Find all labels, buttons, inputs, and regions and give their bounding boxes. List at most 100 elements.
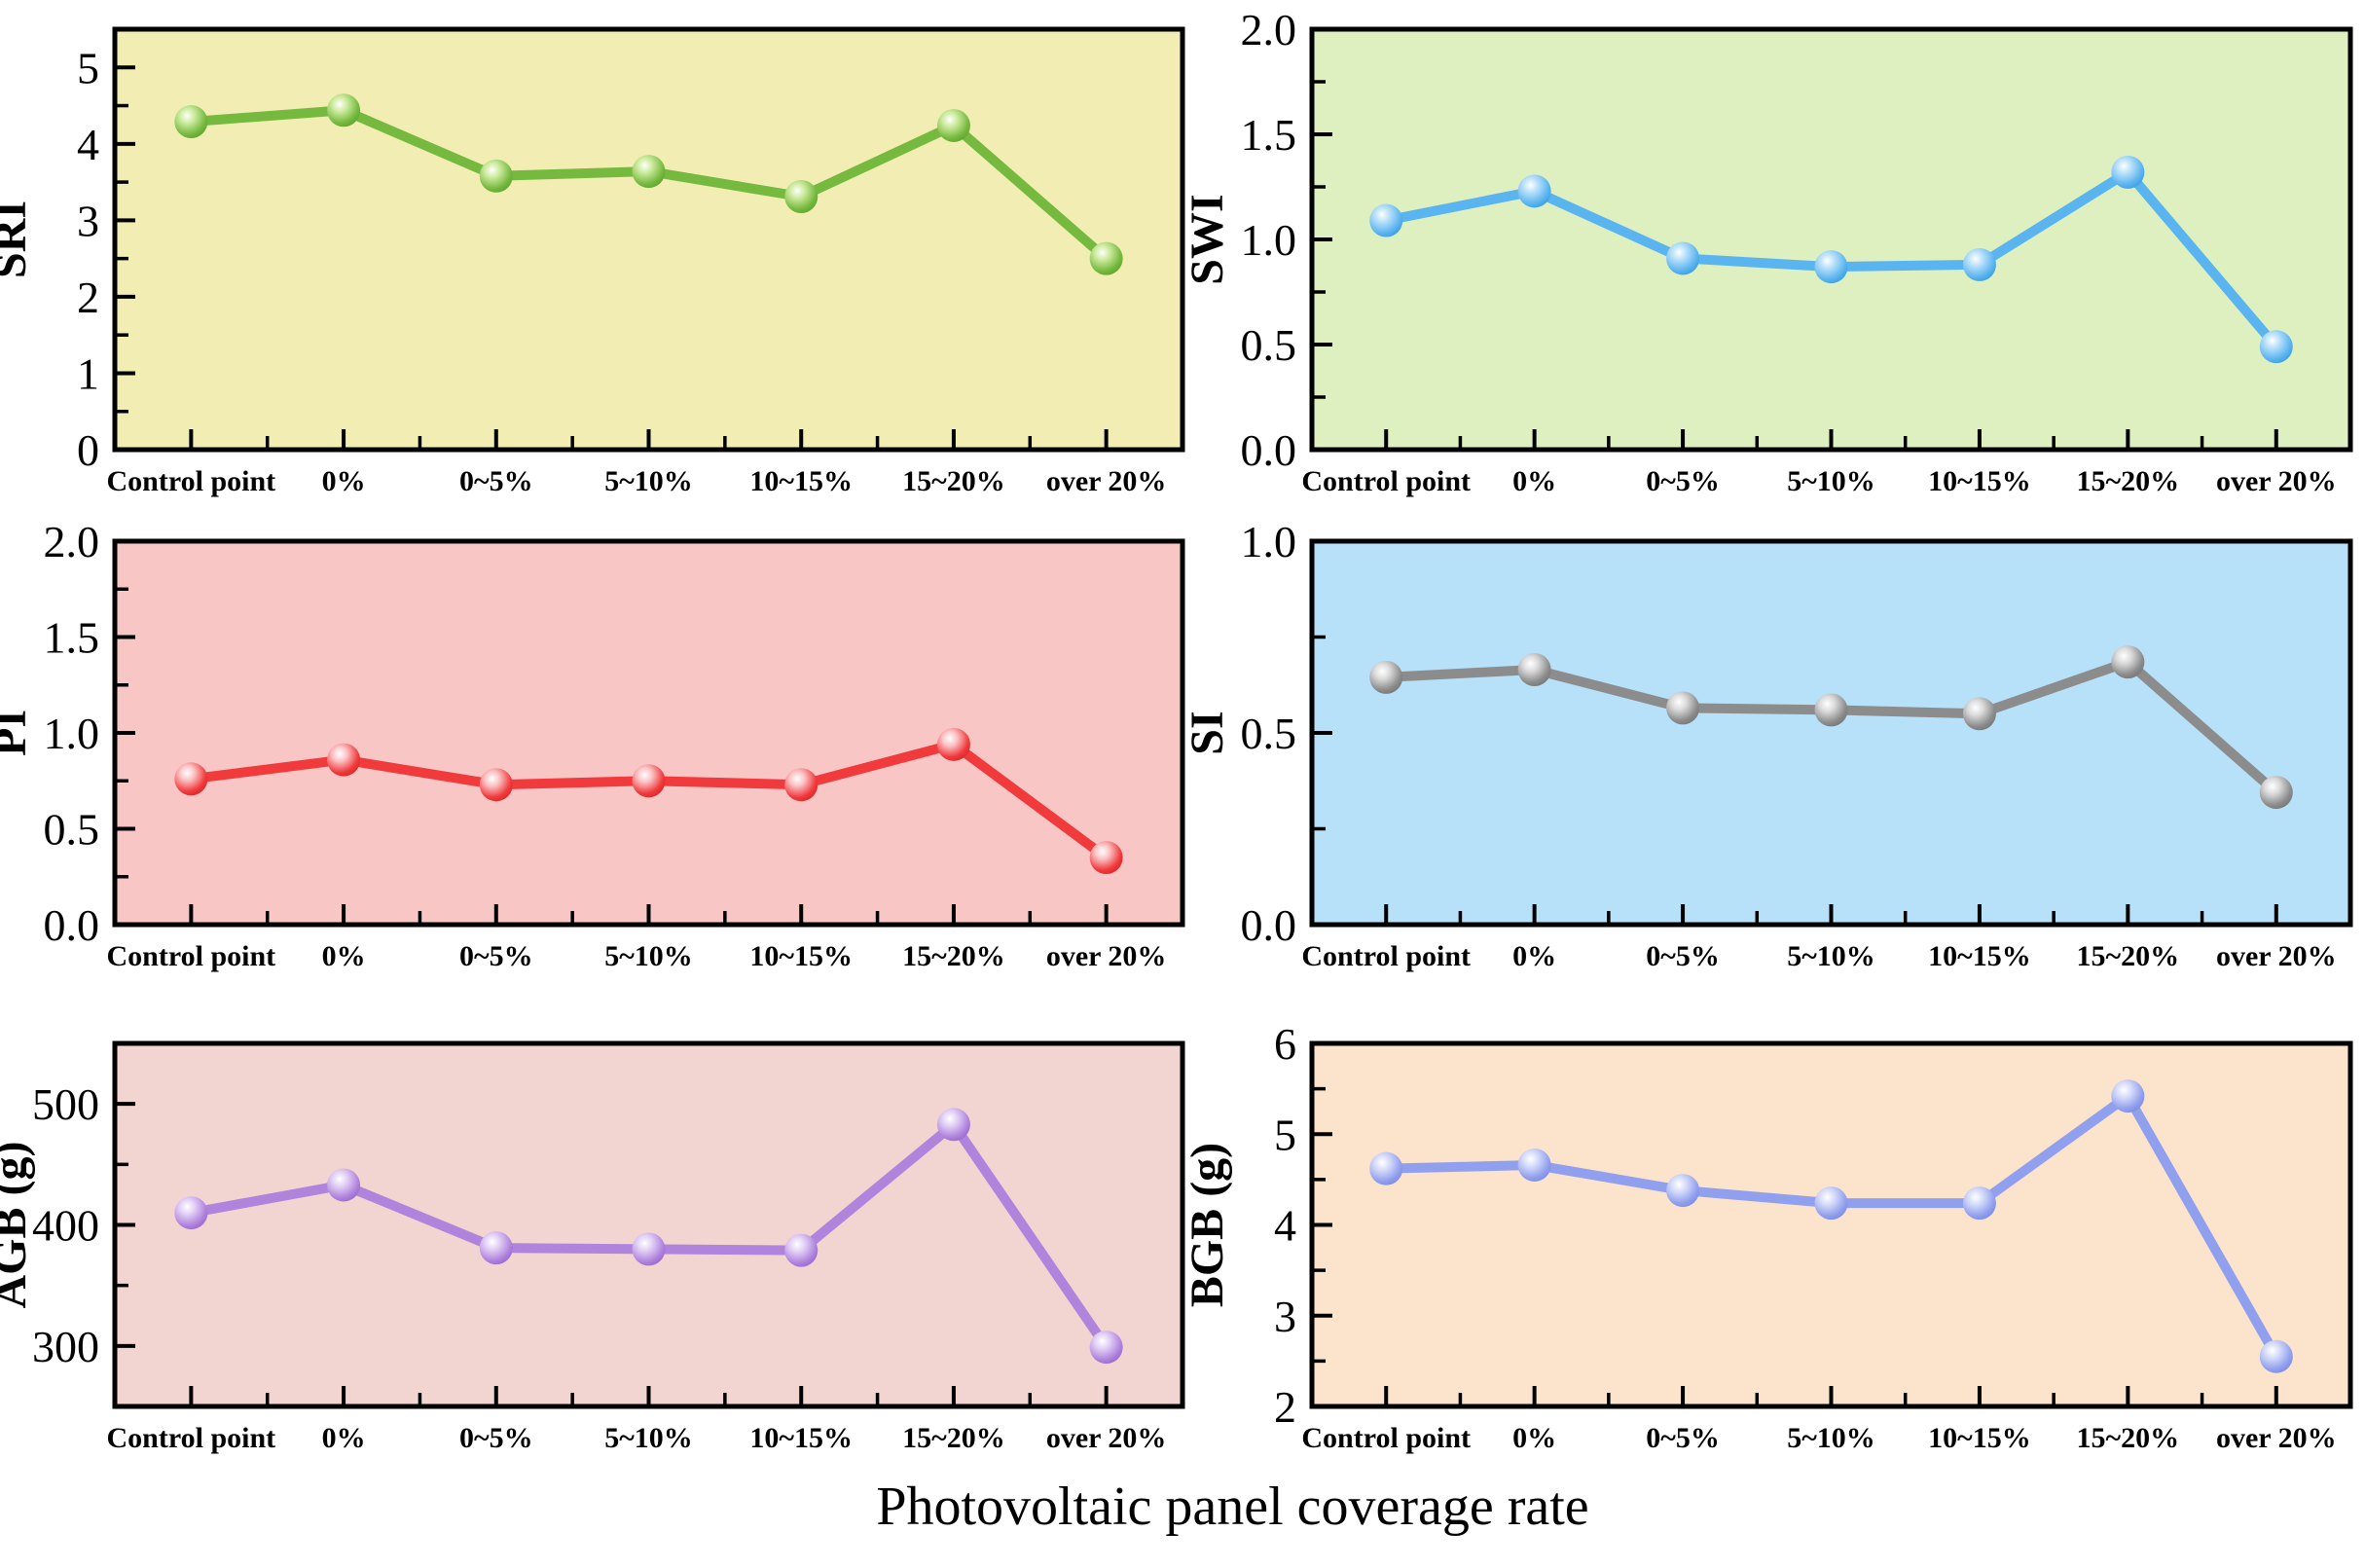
x-tick-label: 10~15%: [1928, 465, 2031, 497]
data-point-marker: [479, 768, 513, 802]
x-tick-label: 0~5%: [1646, 465, 1720, 497]
y-tick-label: 1.5: [44, 613, 100, 663]
data-point-marker: [479, 1231, 513, 1265]
data-point-marker: [1517, 652, 1551, 686]
data-point-marker: [1814, 250, 1848, 284]
data-point-marker: [632, 1232, 666, 1266]
y-tick-label: 300: [32, 1322, 99, 1371]
x-tick-label: 10~15%: [1928, 1422, 2031, 1454]
y-tick-label: 4: [1274, 1201, 1296, 1251]
y-tick-label: 1.0: [1241, 517, 1297, 566]
x-tick-label: 15~20%: [902, 1422, 1005, 1454]
data-point-marker: [2259, 1339, 2293, 1373]
x-tick-label: 15~20%: [2077, 1422, 2180, 1454]
data-point-marker: [1517, 1148, 1551, 1182]
data-point-marker: [174, 762, 208, 796]
panel-sri: 0 1 2 3 4 5 Control point 0% 0~5% 5~10% 10~15% 15~2…: [0, 26, 1185, 497]
y-axis-title: AGB (g): [0, 1142, 36, 1309]
y-tick-label: 5: [1274, 1110, 1296, 1159]
y-tick-label: 500: [32, 1079, 99, 1129]
data-point-marker: [479, 159, 513, 193]
plot-frame: [112, 538, 1185, 928]
y-axis-title: PI: [0, 710, 36, 756]
x-tick-label: 0~5%: [1646, 1422, 1720, 1454]
data-point-marker: [327, 93, 361, 128]
panel-pi: 0.0 0.5 1.0 1.5 2.0 Control point 0% 0~5% 5~10% 1…: [0, 517, 1185, 972]
plot-frame: [112, 26, 1185, 453]
x-tick-label: 15~20%: [902, 940, 1005, 972]
y-tick-label: 0.5: [44, 805, 100, 855]
x-tick-label: 0~5%: [1646, 940, 1720, 972]
x-tick-label: 5~10%: [1787, 940, 1875, 972]
x-tick-label: 10~15%: [749, 1422, 853, 1454]
data-point-marker: [1962, 1186, 1996, 1221]
data-point-marker: [936, 1108, 970, 1142]
x-tick-label: over 20%: [2216, 1422, 2337, 1454]
x-tick-label: 15~20%: [902, 465, 1005, 497]
data-point-marker: [784, 1233, 819, 1267]
data-point-marker: [1369, 660, 1403, 694]
y-tick-label: 4: [77, 120, 99, 169]
y-tick-label: 0: [77, 425, 99, 475]
y-axis-title: SRI: [0, 201, 36, 278]
y-tick-label: 2.0: [44, 517, 100, 566]
x-tick-label: 0%: [1512, 940, 1556, 972]
data-point-marker: [174, 1196, 208, 1230]
data-point-marker: [2259, 330, 2293, 364]
y-tick-label: 0.0: [1241, 425, 1297, 475]
data-point-marker: [1962, 697, 1996, 731]
x-tick-label: Control point: [107, 465, 276, 497]
data-point-marker: [327, 743, 361, 777]
data-point-marker: [1666, 691, 1700, 725]
x-tick-label: 15~20%: [2077, 940, 2180, 972]
x-tick-label: 0%: [322, 1422, 366, 1454]
panel-agb: 300 400 500 Control point 0% 0~5% 5~10% 10~15% 1…: [0, 1040, 1185, 1454]
x-tick-label: over 20%: [1046, 940, 1167, 972]
data-point-marker: [2111, 155, 2145, 189]
y-tick-label: 1.5: [1241, 110, 1297, 160]
x-tick-label: 10~15%: [1928, 940, 2031, 972]
plot-frame: [112, 1040, 1185, 1409]
panel-bgb: 2 3 4 5 6 Control point 0% 0~5% 5~10% 10~15% 15~20…: [1182, 1019, 2353, 1454]
data-point-marker: [632, 155, 666, 189]
y-tick-label: 3: [1274, 1292, 1296, 1341]
plot-background: [115, 541, 1182, 925]
x-tick-label: 0%: [1512, 465, 1556, 497]
y-axis-title: SWI: [1182, 194, 1233, 284]
y-tick-label: 1.0: [1241, 215, 1297, 265]
data-point-marker: [1369, 203, 1403, 237]
x-tick-label: Control point: [1301, 465, 1471, 497]
x-tick-label: 0%: [1512, 1422, 1556, 1454]
y-tick-label: 0.5: [1241, 320, 1297, 370]
x-tick-label: 5~10%: [604, 465, 693, 497]
x-tick-label: 0%: [322, 940, 366, 972]
y-tick-label: 6: [1274, 1019, 1296, 1069]
data-point-marker: [1089, 241, 1123, 275]
x-tick-label: 0%: [322, 465, 366, 497]
x-tick-label: 0~5%: [459, 940, 533, 972]
data-point-marker: [174, 105, 208, 139]
x-tick-label: 0~5%: [459, 465, 533, 497]
y-axis-title: BGB (g): [1182, 1143, 1233, 1307]
y-tick-label: 0.5: [1241, 709, 1297, 758]
x-tick-label: over 20%: [2216, 465, 2337, 497]
data-point-marker: [632, 764, 666, 798]
x-tick-label: Control point: [1301, 1422, 1471, 1454]
x-tick-label: 5~10%: [604, 940, 693, 972]
y-axis-title: SI: [1182, 711, 1233, 754]
y-tick-label: 1: [77, 348, 99, 398]
x-tick-label: 10~15%: [749, 465, 853, 497]
data-point-marker: [1814, 693, 1848, 727]
plot-frame: [1309, 26, 2353, 453]
x-tick-label: 5~10%: [1787, 465, 1875, 497]
y-tick-label: 5: [77, 43, 99, 92]
plot-frame: [1309, 1040, 2353, 1409]
plot-frame: [1309, 538, 2353, 928]
data-point-marker: [327, 1168, 361, 1202]
data-point-marker: [1666, 1174, 1700, 1208]
data-point-marker: [1666, 241, 1700, 275]
y-tick-label: 0.0: [1241, 900, 1297, 950]
panel-si: 0.0 0.5 1.0 Control point 0% 0~5% 5~10% 10~15% 1…: [1182, 517, 2353, 972]
